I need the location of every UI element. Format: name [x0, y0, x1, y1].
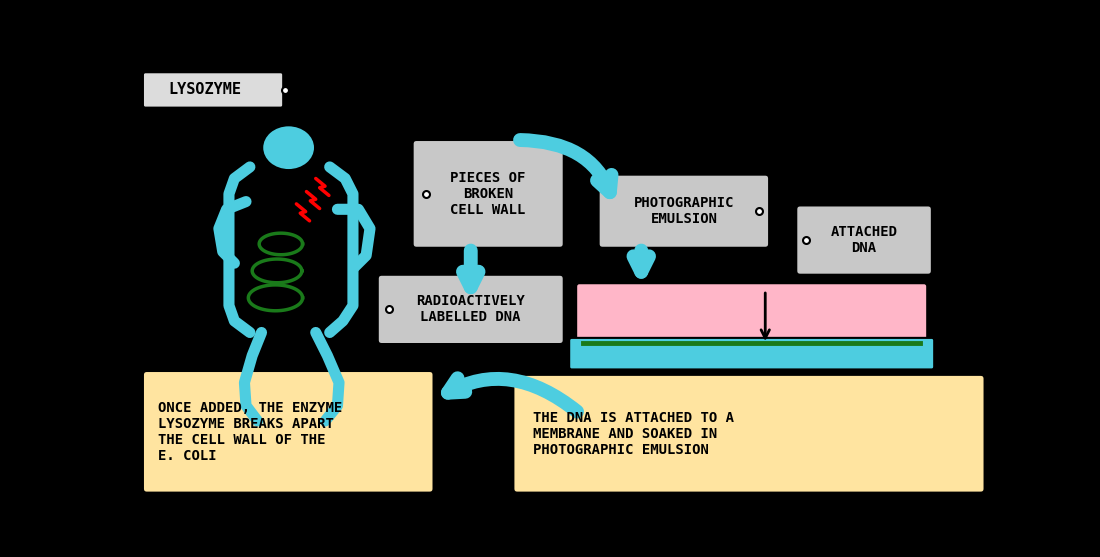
FancyBboxPatch shape: [576, 283, 927, 347]
Text: THE DNA IS ATTACHED TO A
MEMBRANE AND SOAKED IN
PHOTOGRAPHIC EMULSION: THE DNA IS ATTACHED TO A MEMBRANE AND SO…: [532, 411, 734, 457]
Text: ONCE ADDED, THE ENZYME
LYSOZYME BREAKS APART
THE CELL WALL OF THE
E. COLI: ONCE ADDED, THE ENZYME LYSOZYME BREAKS A…: [158, 400, 343, 463]
FancyBboxPatch shape: [796, 206, 932, 275]
FancyBboxPatch shape: [143, 371, 433, 492]
Text: PIECES OF
BROKEN
CELL WALL: PIECES OF BROKEN CELL WALL: [451, 170, 526, 217]
FancyBboxPatch shape: [514, 375, 984, 492]
Text: RADIOACTIVELY
LABELLED DNA: RADIOACTIVELY LABELLED DNA: [416, 294, 525, 325]
FancyBboxPatch shape: [143, 72, 283, 108]
FancyBboxPatch shape: [412, 140, 563, 248]
Ellipse shape: [262, 125, 316, 171]
Text: ATTACHED
DNA: ATTACHED DNA: [830, 225, 898, 255]
FancyBboxPatch shape: [377, 275, 563, 344]
FancyBboxPatch shape: [598, 175, 769, 248]
Text: LYSOZYME: LYSOZYME: [168, 82, 242, 97]
Text: PHOTOGRAPHIC
EMULSION: PHOTOGRAPHIC EMULSION: [634, 196, 734, 226]
FancyBboxPatch shape: [569, 338, 934, 369]
